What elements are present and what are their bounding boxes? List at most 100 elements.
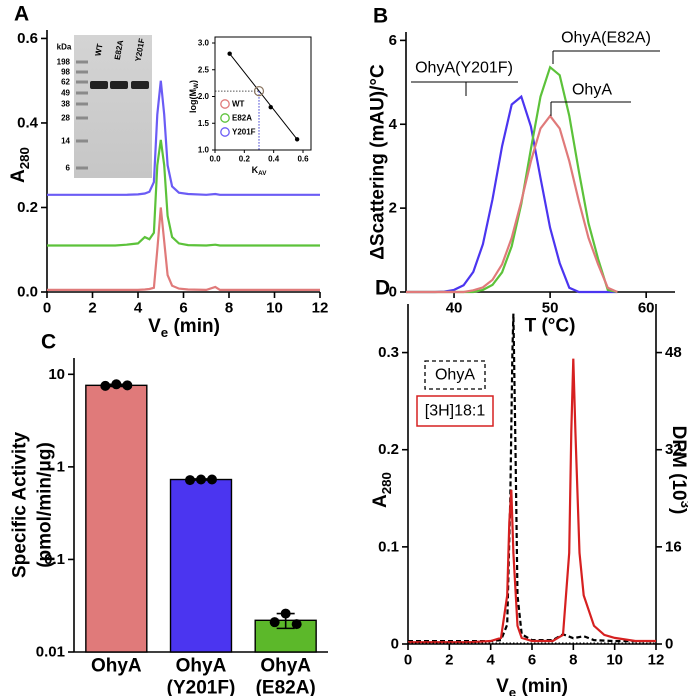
- axis-label: KAV: [252, 165, 268, 177]
- legend-swatch: [220, 113, 230, 123]
- ladder-band: [76, 116, 88, 120]
- legend-label: WT: [232, 100, 245, 109]
- replicate-point: [280, 608, 291, 619]
- ladder-band: [76, 102, 88, 106]
- legend-box: [416, 395, 494, 427]
- marker-label: 28: [61, 114, 70, 123]
- replicate-point: [111, 379, 122, 390]
- axis-label: DPM (103): [669, 426, 688, 515]
- gel-unit: kDa: [57, 43, 72, 52]
- line: [47, 139, 320, 247]
- x-tick-label: (E82A): [256, 678, 316, 696]
- replicate-point: [269, 617, 280, 628]
- axis-label-part: A: [370, 494, 391, 508]
- axis-label-part: (min): [168, 316, 220, 337]
- lane-label: Y201F: [134, 38, 147, 63]
- line: [408, 358, 656, 644]
- axis-label: Ve (min): [496, 676, 568, 696]
- x-tick-label: OhyA: [176, 656, 227, 677]
- marker-label: 38: [61, 100, 70, 109]
- axis-label-part: V: [496, 676, 509, 696]
- replicate-point: [196, 474, 206, 485]
- x-tick-label: 0.2: [239, 155, 251, 164]
- y-tick-label: 2: [389, 200, 397, 217]
- y-tick-label: 1: [57, 458, 65, 475]
- axis-label-part: 3: [679, 501, 688, 508]
- axis-label: T (°C): [525, 316, 576, 337]
- axis-label-part: e: [161, 325, 168, 340]
- x-tick-label: OhyA: [260, 656, 311, 677]
- y-tick-label: 2.5: [198, 65, 210, 74]
- axis-label-part: 280: [17, 147, 32, 169]
- protein-band: [90, 81, 108, 89]
- axis-label: ΔScattering (mAU)/°C: [368, 64, 389, 260]
- y2-tick-label: 32: [665, 441, 682, 458]
- ladder-band: [76, 80, 88, 84]
- legend-label: E82A: [232, 114, 252, 123]
- axis-label-part: K: [252, 165, 259, 175]
- ladder-band: [76, 70, 88, 74]
- x-tick-label: 10: [266, 300, 283, 317]
- line: [47, 80, 320, 196]
- axis-label-part: A: [8, 169, 29, 183]
- lane-label: E82A: [113, 39, 125, 60]
- x-tick-label: 2: [88, 300, 96, 317]
- axis-label-part: AV: [258, 170, 267, 177]
- x-tick-label: 6: [179, 300, 187, 317]
- marker-label: 198: [57, 58, 71, 67]
- y2-tick-label: 0: [665, 636, 673, 653]
- axis-label-part: DPM (10: [669, 426, 688, 501]
- ladder-band: [76, 166, 88, 170]
- y-tick-label: 0.1: [378, 538, 399, 555]
- ladder-band: [76, 60, 88, 64]
- y-tick-label: 0.3: [378, 344, 399, 361]
- x-tick-label: 50: [542, 300, 559, 317]
- y-tick-label: 0: [391, 636, 399, 653]
- fit-line: [229, 53, 298, 140]
- replicate-point: [100, 380, 111, 391]
- marker-label: 98: [61, 68, 70, 77]
- y-tick-label: 0.2: [378, 441, 399, 458]
- y-tick-label: 3.0: [198, 39, 210, 48]
- line: [47, 207, 320, 292]
- x-tick-label: 4: [134, 300, 143, 317]
- panel-letter: B: [373, 5, 388, 28]
- y-tick-label: 6: [389, 32, 397, 49]
- axis-label-part: V: [148, 316, 161, 337]
- marker-label: 62: [61, 78, 70, 87]
- inset-frame: [214, 36, 312, 151]
- axis-label-part: ): [188, 80, 198, 83]
- ladder-band: [76, 91, 88, 95]
- legend-label: [3H]18:1: [425, 403, 486, 420]
- protein-band: [131, 81, 149, 89]
- lane-label: WT: [93, 43, 104, 57]
- y-tick-label: 1.0: [198, 146, 210, 155]
- axis-label-part: e: [509, 685, 516, 696]
- x-tick-label: 6: [528, 652, 536, 669]
- marker-label: 49: [61, 89, 70, 98]
- point: [253, 86, 265, 97]
- line: [406, 65, 618, 294]
- x-tick-label: 0.6: [297, 155, 309, 164]
- axis-label: A280: [370, 472, 394, 508]
- panel-letter: C: [41, 331, 56, 354]
- line: [406, 114, 618, 294]
- y-tick-label: 0.6: [17, 30, 38, 47]
- x-tick-label: 0.0: [209, 155, 221, 164]
- marker-label: 6: [66, 164, 71, 173]
- line: [406, 94, 618, 294]
- x-tick-label: 12: [648, 652, 665, 669]
- panel-letter: D: [375, 277, 390, 300]
- series-label: OhyA(Y201F): [415, 60, 513, 77]
- x-tick-label: 12: [312, 300, 329, 317]
- axis-label: Ve (min): [148, 316, 220, 340]
- y2-tick-label: 16: [665, 538, 682, 555]
- series-label: OhyA(E82A): [561, 30, 651, 47]
- ladder-band: [76, 139, 88, 143]
- legend-label: OhyA: [435, 367, 475, 384]
- y-tick-label: 4: [389, 116, 398, 133]
- legend-box: [424, 360, 486, 390]
- replicate-point: [122, 380, 133, 391]
